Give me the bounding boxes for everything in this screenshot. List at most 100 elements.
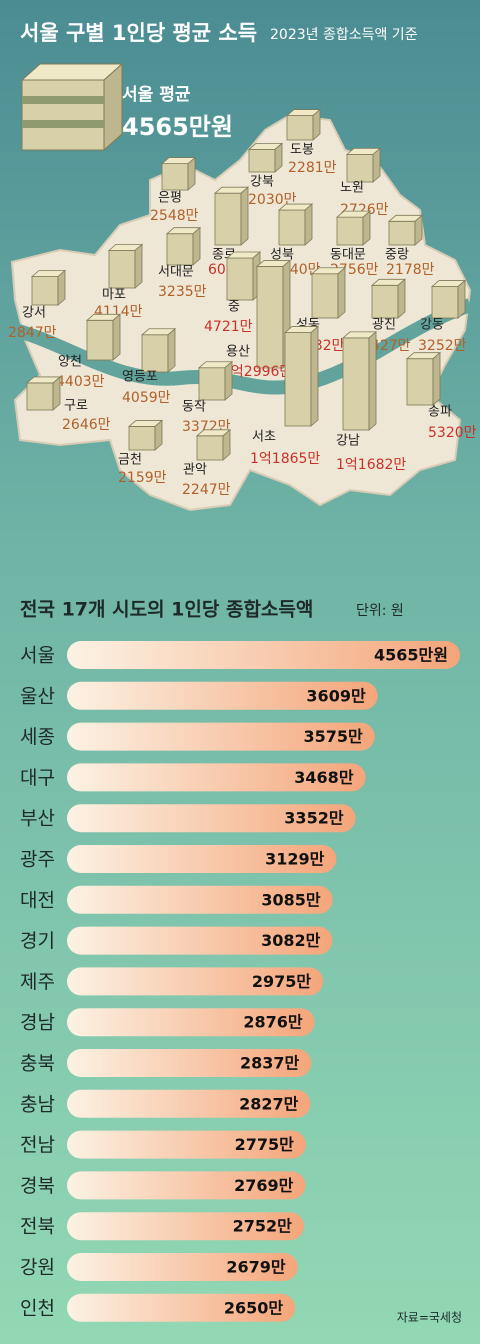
region-name: 광주 (20, 849, 55, 871)
region-name: 서울 (20, 645, 55, 667)
district-value: 4403만 (56, 374, 105, 390)
map-subtitle: 2023년 종합소득액 기준 (270, 27, 418, 43)
region-name: 울산 (20, 685, 55, 707)
average-annotation: 서울 평균 (122, 85, 191, 105)
money-stack (226, 257, 254, 301)
district-value: 2847만 (8, 325, 57, 341)
district-name: 서대문 (158, 265, 194, 280)
bar-value-label: 3575만 (304, 727, 364, 746)
money-icon (20, 62, 124, 152)
bar-value-label: 2837만 (240, 1054, 300, 1073)
district-name: 동작 (182, 400, 206, 415)
bar-value-label: 2769만 (234, 1176, 294, 1195)
money-stack-side (312, 108, 321, 141)
bar (67, 763, 366, 792)
region-name: 경기 (20, 930, 55, 952)
district-value: 1억1865만 (250, 451, 320, 467)
money-stack (196, 435, 224, 461)
bar (67, 967, 324, 996)
money-stack-side (372, 147, 381, 183)
region-name: 대전 (20, 889, 55, 911)
district-name: 동대문 (330, 248, 366, 263)
region-name: 충북 (20, 1053, 55, 1075)
region-name: 전남 (20, 1134, 55, 1156)
money-stack (214, 192, 242, 246)
bar-value-label: 2876만 (243, 1013, 303, 1032)
bar (67, 1089, 311, 1118)
district-name: 광진 (372, 318, 396, 333)
region-name: 대구 (20, 767, 55, 789)
money-stack-side (368, 331, 377, 431)
average-value: 4565만원 (122, 113, 233, 141)
region-name: 충남 (20, 1093, 55, 1115)
money-stack (108, 249, 136, 289)
money-stack (431, 286, 459, 319)
money-stack-side (112, 313, 121, 361)
money-stack (198, 367, 226, 401)
money-stack-side (167, 327, 176, 373)
district-name: 양천 (58, 355, 82, 370)
district-value: 3235만 (158, 284, 207, 300)
district-name: 노원 (340, 181, 364, 196)
bar-value-label: 3609만 (306, 686, 366, 705)
money-stack-side (457, 279, 466, 319)
money-stack-side (57, 269, 66, 306)
district-value: 2247만 (182, 482, 231, 498)
district-name: 중랑 (385, 248, 409, 263)
money-stack-side (192, 226, 201, 266)
bar (67, 845, 337, 873)
money-stack (388, 220, 416, 246)
district-name: 서초 (252, 430, 276, 445)
money-stack-side (414, 214, 423, 246)
money-stack-side (310, 325, 319, 427)
district-value: 5320만 (428, 425, 477, 441)
bar-value-label: 3129만 (265, 850, 325, 869)
bar (67, 1293, 296, 1322)
bar-value-label: 2752만 (233, 1217, 293, 1236)
bar-value-label: 4565만원 (374, 646, 448, 665)
district-value: 2030만 (248, 192, 297, 208)
region-name: 전북 (20, 1216, 55, 1238)
money-stack (284, 332, 312, 427)
money-stack-side (52, 376, 61, 411)
bar-value-label: 2650만 (224, 1298, 284, 1317)
bar-title: 전국 17개 시도의 1인당 종합소득액 (20, 599, 313, 621)
region-name: 경북 (20, 1175, 55, 1197)
money-stack-side (432, 351, 441, 406)
region-name: 부산 (20, 808, 55, 830)
money-stack-side (224, 360, 233, 401)
region-name: 강원 (20, 1257, 55, 1279)
bar (67, 1253, 298, 1281)
district-name: 관악 (183, 463, 207, 478)
district-name: 용산 (226, 345, 250, 360)
bar (67, 804, 356, 833)
bar (67, 1049, 312, 1077)
bar (67, 1130, 306, 1159)
money-stack-side (274, 142, 283, 173)
money-stack (141, 334, 169, 373)
money-stack (31, 276, 59, 306)
map-title: 서울 구별 1인당 평균 소득 (20, 21, 257, 45)
district-name: 도봉 (290, 143, 314, 158)
bar-value-label: 3085만 (261, 890, 321, 909)
district-value: 1억2996만 (222, 364, 292, 380)
district-name: 송파 (428, 405, 452, 420)
district-value: 2548만 (150, 208, 199, 224)
bar (67, 1212, 304, 1241)
money-stack-side (187, 156, 196, 191)
money-stack-side (304, 203, 313, 246)
district-value: 4059만 (122, 390, 171, 406)
district-name: 강남 (336, 434, 360, 449)
money-stack (166, 233, 194, 266)
money-stack (346, 153, 374, 183)
money-stack-side (154, 419, 163, 451)
region-name: 제주 (20, 971, 55, 993)
money-stack (161, 163, 189, 191)
bar (67, 641, 460, 669)
bar (67, 885, 333, 914)
district-name: 은평 (158, 191, 182, 206)
district-name: 강서 (22, 306, 46, 321)
district-name: 영등포 (122, 370, 158, 385)
district-value: 4721만 (204, 319, 253, 335)
district-value: 1억1682만 (336, 457, 406, 473)
